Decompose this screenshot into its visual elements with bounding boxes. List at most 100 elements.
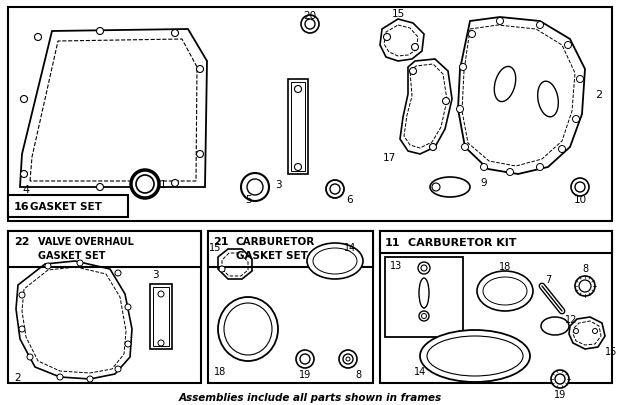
Circle shape bbox=[469, 32, 476, 38]
Text: 19: 19 bbox=[299, 369, 311, 379]
Text: 19: 19 bbox=[554, 389, 566, 399]
Circle shape bbox=[559, 146, 565, 153]
Text: 2: 2 bbox=[14, 372, 20, 382]
Text: 18: 18 bbox=[214, 366, 226, 376]
Text: 4: 4 bbox=[22, 185, 29, 194]
Text: 22: 22 bbox=[14, 237, 30, 246]
Ellipse shape bbox=[430, 177, 470, 198]
Circle shape bbox=[430, 144, 436, 151]
Text: 18: 18 bbox=[499, 261, 511, 271]
Text: 21: 21 bbox=[213, 237, 229, 246]
Text: 6: 6 bbox=[346, 194, 353, 205]
Circle shape bbox=[294, 164, 301, 171]
Circle shape bbox=[536, 164, 544, 171]
Circle shape bbox=[421, 265, 427, 271]
Circle shape bbox=[579, 280, 591, 292]
Circle shape bbox=[57, 374, 63, 380]
Bar bbox=[8, 196, 128, 217]
Circle shape bbox=[572, 116, 580, 123]
Circle shape bbox=[172, 30, 179, 37]
Circle shape bbox=[574, 329, 578, 334]
Bar bbox=[208, 231, 373, 383]
Bar bbox=[380, 231, 612, 383]
Text: 5: 5 bbox=[245, 194, 251, 205]
Circle shape bbox=[20, 96, 27, 103]
Circle shape bbox=[593, 329, 598, 334]
Circle shape bbox=[456, 106, 464, 113]
Text: CARBURETOR KIT: CARBURETOR KIT bbox=[408, 237, 516, 247]
Ellipse shape bbox=[224, 303, 272, 355]
Circle shape bbox=[418, 262, 430, 274]
Circle shape bbox=[412, 45, 418, 51]
Circle shape bbox=[19, 326, 25, 332]
Text: 16: 16 bbox=[14, 202, 30, 211]
Ellipse shape bbox=[477, 271, 533, 311]
Circle shape bbox=[575, 276, 595, 296]
Bar bbox=[288, 80, 308, 175]
Text: Assemblies include all parts shown in frames: Assemblies include all parts shown in fr… bbox=[179, 392, 441, 402]
Circle shape bbox=[115, 366, 121, 372]
Bar bbox=[208, 231, 373, 267]
Circle shape bbox=[87, 376, 93, 382]
Circle shape bbox=[384, 34, 391, 41]
Circle shape bbox=[419, 311, 429, 321]
Circle shape bbox=[45, 263, 51, 269]
Text: GASKET SET: GASKET SET bbox=[30, 202, 102, 211]
Circle shape bbox=[241, 174, 269, 202]
Bar bbox=[153, 287, 169, 346]
Ellipse shape bbox=[427, 336, 523, 376]
Text: 8: 8 bbox=[355, 369, 361, 379]
Ellipse shape bbox=[483, 277, 527, 305]
Circle shape bbox=[27, 354, 33, 360]
Text: GASKET SET: GASKET SET bbox=[236, 250, 308, 260]
Circle shape bbox=[330, 185, 340, 194]
Bar bbox=[380, 231, 612, 254]
Circle shape bbox=[339, 350, 357, 368]
Circle shape bbox=[571, 179, 589, 196]
Bar bbox=[291, 83, 305, 172]
Circle shape bbox=[301, 16, 319, 34]
Text: CARBURETOR: CARBURETOR bbox=[236, 237, 315, 246]
Circle shape bbox=[125, 341, 131, 347]
Ellipse shape bbox=[541, 317, 569, 335]
Circle shape bbox=[300, 354, 310, 364]
Ellipse shape bbox=[218, 297, 278, 361]
Circle shape bbox=[294, 86, 301, 93]
Circle shape bbox=[97, 184, 104, 191]
Text: 11: 11 bbox=[385, 237, 401, 247]
Text: 20: 20 bbox=[303, 11, 317, 21]
Text: 15: 15 bbox=[391, 9, 405, 19]
Circle shape bbox=[551, 370, 569, 388]
Text: 8: 8 bbox=[582, 263, 588, 273]
Circle shape bbox=[197, 66, 203, 73]
Text: 12: 12 bbox=[565, 314, 577, 324]
Circle shape bbox=[343, 354, 353, 364]
Circle shape bbox=[461, 144, 469, 151]
Text: 14: 14 bbox=[344, 243, 356, 252]
Circle shape bbox=[305, 20, 315, 30]
Circle shape bbox=[172, 180, 179, 187]
Circle shape bbox=[443, 98, 450, 105]
Circle shape bbox=[536, 22, 544, 30]
Text: VALVE OVERHAUL: VALVE OVERHAUL bbox=[38, 237, 134, 246]
Ellipse shape bbox=[420, 330, 530, 382]
Text: 10: 10 bbox=[574, 194, 587, 205]
Circle shape bbox=[136, 175, 154, 194]
Text: 3: 3 bbox=[152, 269, 158, 279]
Circle shape bbox=[497, 19, 503, 26]
Circle shape bbox=[577, 76, 583, 83]
Bar bbox=[150, 284, 172, 349]
Circle shape bbox=[422, 314, 427, 319]
Circle shape bbox=[77, 260, 83, 266]
Circle shape bbox=[247, 179, 263, 196]
Ellipse shape bbox=[419, 278, 429, 308]
Circle shape bbox=[432, 183, 440, 192]
Text: GASKET SET: GASKET SET bbox=[38, 250, 105, 260]
Circle shape bbox=[480, 164, 487, 171]
Text: 13: 13 bbox=[390, 260, 402, 270]
Circle shape bbox=[507, 169, 513, 176]
Circle shape bbox=[197, 151, 203, 158]
Bar bbox=[8, 231, 201, 383]
Circle shape bbox=[459, 64, 466, 71]
Circle shape bbox=[326, 181, 344, 198]
